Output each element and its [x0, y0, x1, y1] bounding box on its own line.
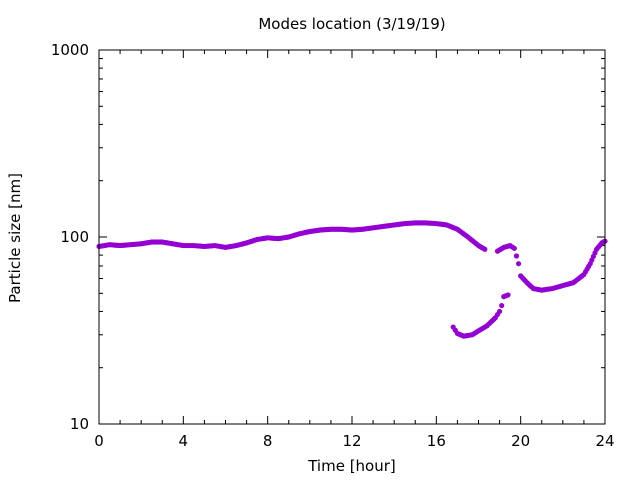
- data-point: [513, 253, 520, 259]
- data-point: [496, 308, 503, 315]
- y-tick-label: 1000: [51, 41, 89, 59]
- x-tick-label: 16: [427, 432, 446, 450]
- x-tick-label: 8: [263, 432, 273, 450]
- x-tick-label: 20: [511, 432, 530, 450]
- tick-layer: 0 4 8 12 16 20 24 10 100 1000: [51, 41, 615, 450]
- y-axis-label: Particle size [nm]: [6, 173, 24, 303]
- plot-frame: [98, 49, 606, 425]
- chart-title: Modes location (3/19/19): [258, 15, 445, 33]
- data-point: [511, 245, 517, 251]
- x-tick-label: 0: [94, 432, 104, 450]
- data-point: [482, 246, 488, 252]
- data-points-layer: [96, 220, 608, 339]
- x-tick-label: 4: [179, 432, 189, 450]
- x-tick-label: 12: [342, 432, 361, 450]
- x-axis-label: Time [hour]: [307, 457, 396, 475]
- data-point: [505, 292, 511, 298]
- data-point: [515, 261, 522, 267]
- data-point: [499, 302, 505, 309]
- y-tick-label: 100: [60, 228, 89, 246]
- x-tick-label: 24: [595, 432, 614, 450]
- y-tick-label: 10: [70, 415, 89, 433]
